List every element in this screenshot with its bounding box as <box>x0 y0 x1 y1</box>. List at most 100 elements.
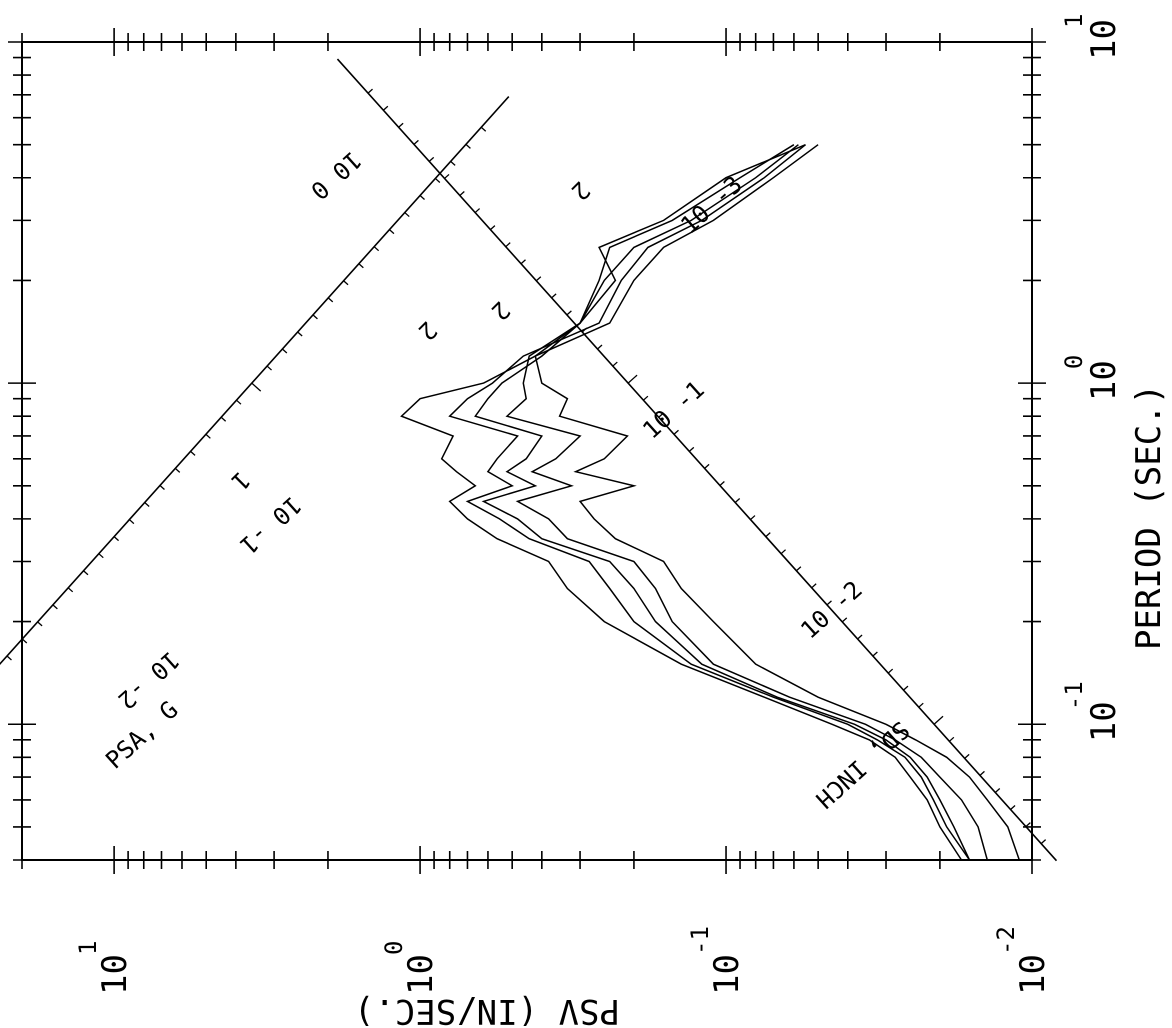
sd-scale-tick <box>872 651 878 657</box>
sd-scale-tick <box>933 715 944 725</box>
psa-scale-tick <box>52 604 58 610</box>
sd-axis-title: SD, INCH <box>810 716 915 814</box>
psv-tick-label: 10 <box>401 954 441 995</box>
sd-scale-tick <box>673 429 679 435</box>
psv-tick-label: 10 <box>95 954 135 995</box>
diagonal-scale-lines <box>0 58 1058 862</box>
sd-scale-tick <box>627 374 638 384</box>
sd-scale-tick <box>857 634 863 640</box>
curve-annotation: 2 <box>486 296 516 326</box>
period-tick-exponent: -1 <box>1060 681 1088 710</box>
period-tick-exponent: 1 <box>1060 14 1088 28</box>
series-curves <box>400 144 1021 861</box>
psa-scale-tick <box>373 246 380 252</box>
curve-annotation: 2 <box>413 316 443 346</box>
psa-scale-tick <box>67 587 74 593</box>
period-tick-label: 10 <box>1084 701 1124 742</box>
psa-scale-tick <box>251 382 262 392</box>
sd-scale-tick <box>612 361 618 367</box>
psa-scale-tick <box>266 365 272 371</box>
series-line-3 <box>474 144 971 861</box>
sd-scale-tick <box>597 344 603 350</box>
psa-scale-tick <box>312 314 318 320</box>
psa-tick-label: 10 -1 <box>234 491 306 560</box>
psa-scale-tick <box>37 621 43 627</box>
sd-tick-label: 10 -2 <box>795 575 867 644</box>
psa-scale-tick <box>144 502 150 508</box>
sd-scale-tick <box>918 702 924 708</box>
sd-scale-tick <box>444 173 450 179</box>
sd-scale-tick <box>535 276 542 282</box>
psa-axis-title: PSA, G <box>100 696 183 775</box>
sd-scale-tick <box>734 498 741 504</box>
psa-tick-label: 10 0 <box>305 146 367 205</box>
sd-scale-tick <box>398 122 404 128</box>
sd-scale-tick <box>474 208 481 214</box>
psa-scale-tick <box>480 126 487 132</box>
sd-scale-tick <box>688 446 695 452</box>
sd-scale-tick <box>1025 822 1031 828</box>
psa-scale-tick <box>190 450 196 456</box>
sd-scale-tick <box>811 583 817 589</box>
psa-scale-tick <box>419 195 425 200</box>
psa-scale-tick <box>450 160 456 166</box>
sd-scale-tick <box>642 395 649 401</box>
psa-scale-tick <box>113 536 120 542</box>
psa-scale-tick <box>205 433 211 439</box>
sd-scale-tick <box>1040 839 1047 845</box>
sd-scale-tick <box>750 515 756 521</box>
psa-scale-tick <box>128 519 135 525</box>
psv-tick-exponent: 0 <box>380 941 408 955</box>
sd-scale-tick <box>704 463 710 469</box>
sd-scale-tick <box>795 566 802 572</box>
psa-scale-tick <box>236 399 242 405</box>
sd-scale-tick <box>903 685 909 691</box>
psa-tick-label: 10 -2 <box>112 646 184 715</box>
series-line-5 <box>400 144 963 861</box>
period-tick-exponent: 0 <box>1060 355 1088 369</box>
sd-scale-tick <box>964 753 970 759</box>
sd-scale-tick <box>719 480 725 486</box>
series-line-4 <box>448 144 971 861</box>
sd-scale-tick <box>566 310 572 316</box>
psa-scale-tick <box>220 416 227 422</box>
psa-scale-tick <box>389 229 395 235</box>
series-line-1 <box>534 144 1021 861</box>
sd-scale-tick <box>459 191 465 196</box>
sd-scale-tick <box>413 139 419 145</box>
psv-axis-title: PSV (IN/SEC.) <box>354 991 620 1028</box>
sd-scale-line <box>336 58 1058 862</box>
psa-scale-tick <box>343 280 349 286</box>
psv-tick-exponent: 1 <box>74 941 102 955</box>
sd-scale-tick <box>551 293 557 299</box>
sd-scale-tick <box>367 88 373 94</box>
psv-tick-exponent: -2 <box>992 926 1020 955</box>
curve-annotation: 2 <box>566 176 596 206</box>
psa-scale-tick <box>83 570 89 576</box>
sd-scale-tick <box>826 600 832 606</box>
psa-scale-tick <box>281 348 288 354</box>
period-tick-label: 10 <box>1084 360 1124 401</box>
psa-scale-line <box>0 96 510 666</box>
period-axis-title: PERIOD (SEC.) <box>1129 384 1169 650</box>
sd-scale-tick <box>979 770 985 776</box>
sd-scale-tick <box>887 668 894 674</box>
curve-annotation: 1 <box>226 466 256 496</box>
psv-tick-label: 10 <box>707 954 747 995</box>
sd-scale-tick <box>841 617 848 623</box>
sd-scale-tick <box>658 412 664 418</box>
psa-scale-tick <box>465 143 471 149</box>
psa-scale-tick <box>6 655 12 661</box>
psa-scale-tick <box>159 484 165 490</box>
sd-scale-tick <box>382 105 389 111</box>
sd-scale-tick <box>994 787 1001 793</box>
psa-scale-tick <box>404 212 410 218</box>
psa-scale-tick <box>297 331 303 337</box>
sd-scale-tick <box>780 549 787 555</box>
frame-ticks <box>8 28 1046 874</box>
psa-scale-tick <box>174 467 181 473</box>
sd-scale-tick <box>948 736 955 742</box>
period-tick-label: 10 <box>1084 19 1124 60</box>
